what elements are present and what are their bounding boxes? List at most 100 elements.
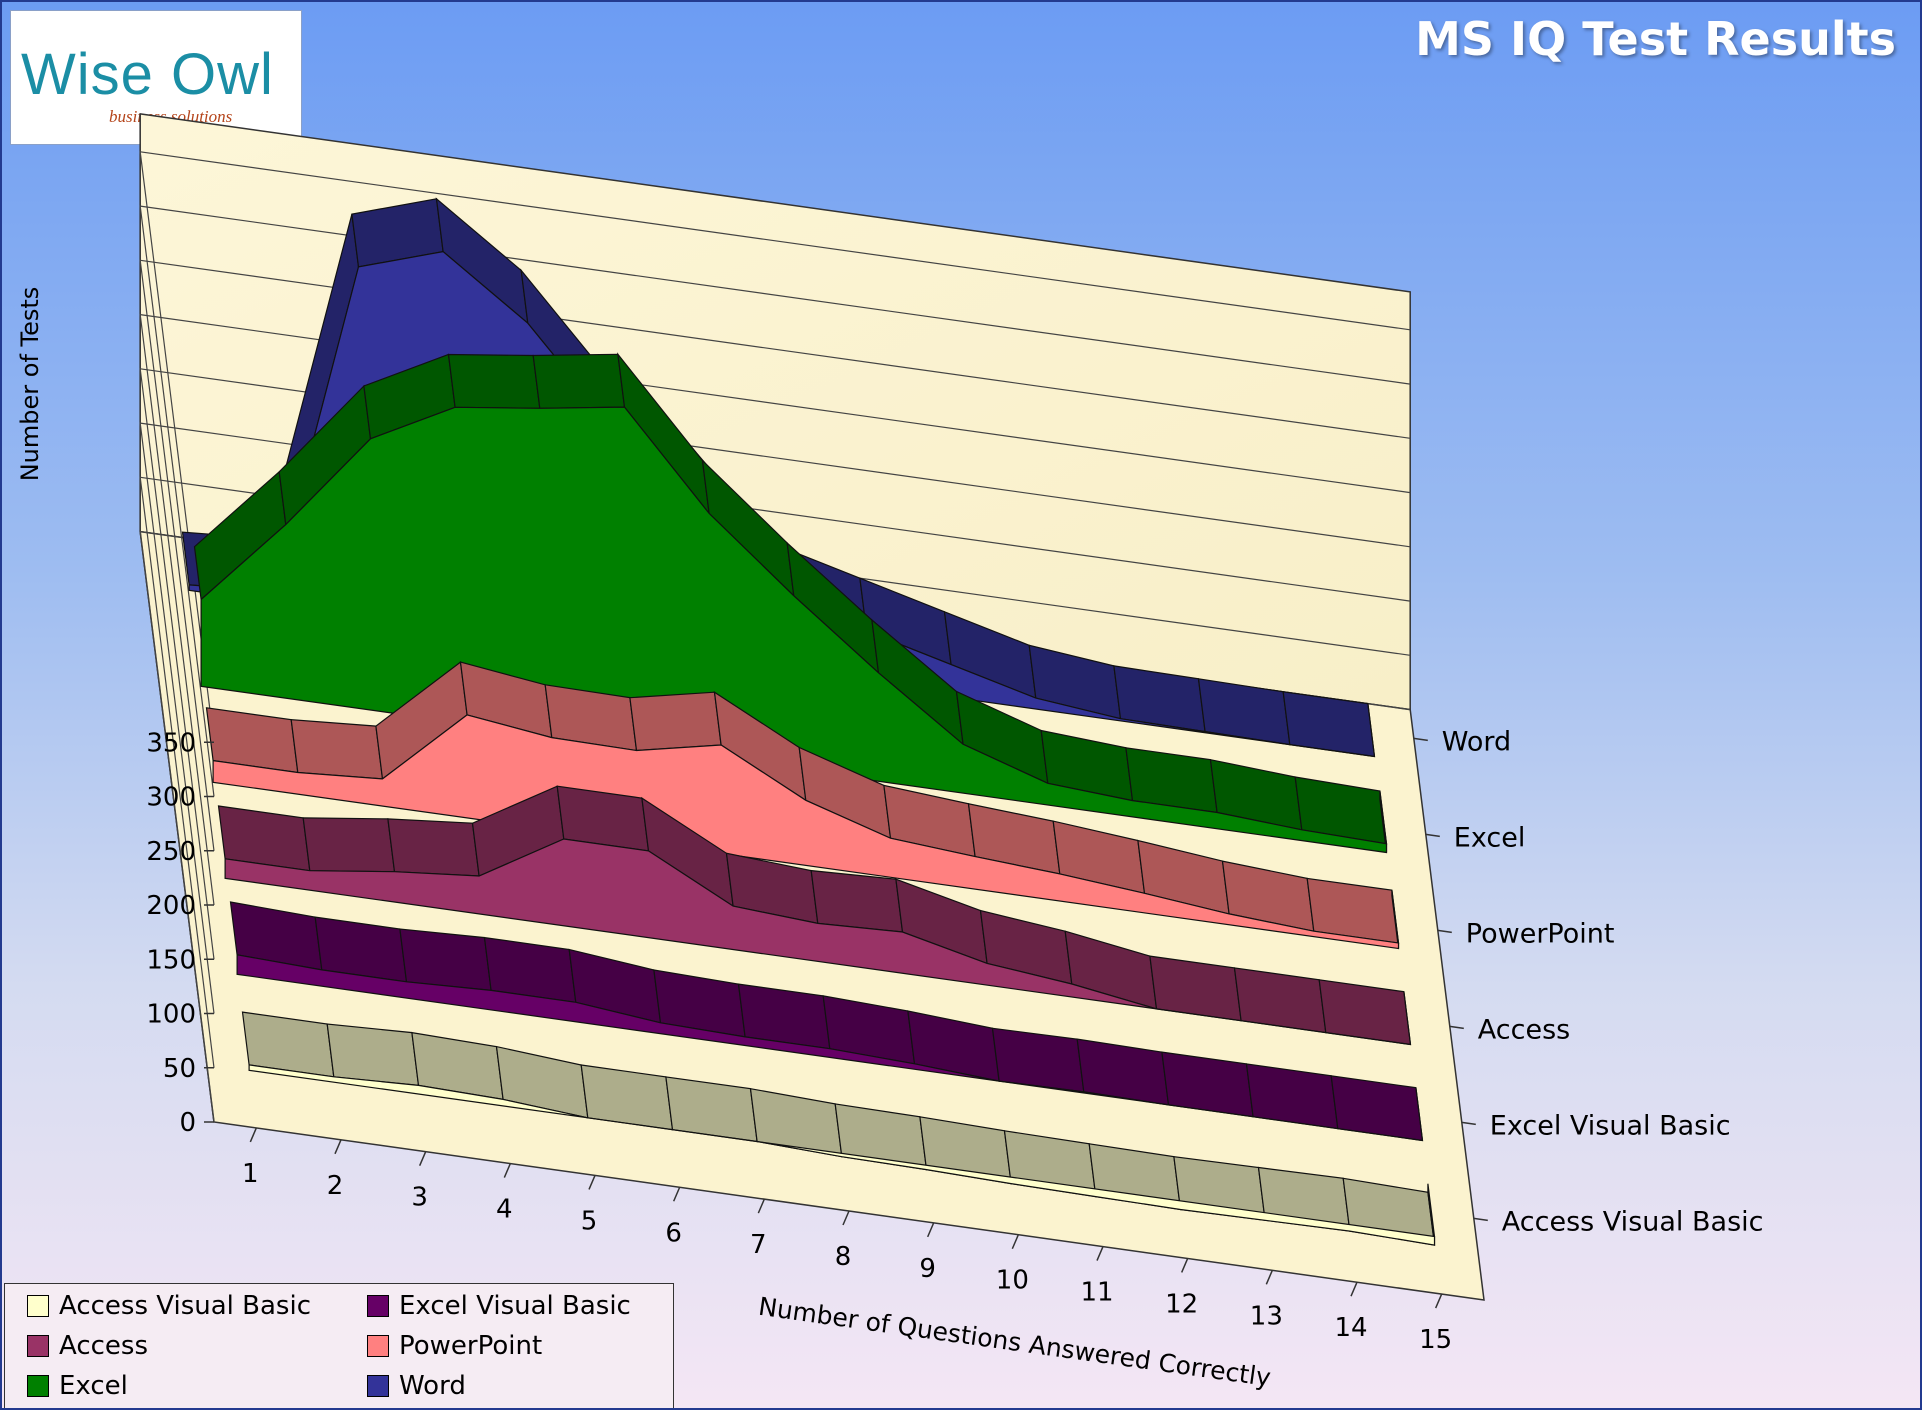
legend-swatch	[367, 1335, 389, 1357]
x-tick-mark	[1096, 1246, 1104, 1261]
x-tick-label: 4	[496, 1195, 513, 1225]
series-layer	[181, 197, 1436, 1246]
series-front-face	[248, 1064, 1436, 1246]
x-tick-label: 8	[835, 1242, 852, 1272]
legend-item: Word	[367, 1366, 466, 1406]
x-tick-label: 11	[1080, 1278, 1113, 1308]
x-tick-label: 15	[1419, 1325, 1452, 1355]
x-tick-label: 10	[996, 1266, 1029, 1296]
series-powerpoint	[205, 660, 1400, 950]
series-top-band	[302, 817, 396, 873]
x-tick-label: 3	[411, 1183, 428, 1213]
x-tick-label: 12	[1165, 1289, 1198, 1319]
gridline	[139, 205, 1411, 797]
logo-wordmark: Wise Owl	[21, 42, 274, 107]
series-top-band	[447, 353, 541, 409]
x-tick-label: 1	[242, 1159, 259, 1189]
series-top-band	[387, 818, 480, 877]
gridline	[139, 313, 1411, 906]
x-tick-label: 7	[750, 1230, 767, 1260]
series-front-face	[212, 714, 1400, 950]
x-tick-mark	[672, 1186, 681, 1202]
legend-item: Excel	[27, 1366, 128, 1406]
series-axis-label: Access	[1478, 1014, 1570, 1045]
series-front-face	[200, 406, 1388, 854]
legend-label: Word	[399, 1371, 466, 1401]
legend-label: Access	[59, 1331, 149, 1361]
x-tick-mark	[334, 1139, 342, 1155]
legend-label: Excel Visual Basic	[399, 1291, 631, 1321]
y-tick-label: 150	[146, 945, 196, 975]
y-axis-title: Number of Tests	[16, 287, 44, 482]
series-axis-label: Excel Visual Basic	[1490, 1110, 1731, 1141]
x-tick-mark	[249, 1127, 258, 1143]
gridline	[139, 422, 1411, 1014]
series-top-band	[629, 691, 722, 752]
legend-swatch	[367, 1295, 389, 1317]
x-tick-mark	[1180, 1258, 1189, 1273]
y-tick-label: 300	[146, 783, 196, 813]
x-tick-mark	[926, 1222, 935, 1238]
series-end-cap	[1415, 1087, 1424, 1141]
legend-item: PowerPoint	[367, 1326, 542, 1366]
series-excel-visual-basic	[229, 901, 1424, 1142]
y-tick-label: 350	[146, 728, 196, 758]
legend-swatch	[27, 1375, 49, 1397]
legend-swatch	[367, 1375, 389, 1397]
series-axis-label: Access Visual Basic	[1502, 1206, 1764, 1237]
x-tick-mark	[757, 1198, 766, 1214]
series-access-visual-basic	[241, 1011, 1436, 1246]
series-front-face	[224, 838, 1411, 1046]
gridline	[139, 259, 1411, 851]
legend-label: Access Visual Basic	[59, 1291, 311, 1321]
legend-item: Access	[27, 1326, 148, 1366]
chart-title: MS IQ Test Results	[1415, 12, 1896, 66]
depth-tick-mark	[1449, 1025, 1464, 1030]
x-tick-mark	[1265, 1270, 1274, 1285]
x-tick-mark	[842, 1210, 850, 1226]
x-tick-mark	[503, 1163, 512, 1178]
depth-tick-mark	[1461, 1121, 1476, 1126]
legend-item: Access Visual Basic	[27, 1286, 311, 1326]
series-top-band	[326, 1023, 420, 1087]
series-end-cap	[1403, 991, 1412, 1045]
x-tick-mark	[418, 1151, 427, 1166]
depth-tick-mark	[1413, 737, 1428, 742]
y-tick-label: 100	[146, 1000, 196, 1030]
series-axis-label: Excel	[1454, 822, 1526, 853]
y-tick-label: 200	[146, 891, 196, 921]
legend-swatch	[27, 1295, 49, 1317]
series-top-band	[810, 869, 904, 933]
series-axis-label: PowerPoint	[1466, 918, 1615, 949]
gridline	[139, 368, 1411, 960]
depth-tick-mark	[1473, 1217, 1488, 1222]
x-tick-label: 6	[665, 1218, 682, 1248]
depth-tick-mark	[1437, 929, 1452, 934]
x-tick-label: 9	[919, 1254, 936, 1284]
series-excel	[193, 352, 1388, 854]
x-tick-label: 5	[581, 1206, 598, 1236]
legend-swatch	[27, 1335, 49, 1357]
legend-label: PowerPoint	[399, 1331, 543, 1361]
legend: Access Visual Basic Excel Visual Basic Acc…	[4, 1283, 674, 1408]
gridline	[139, 476, 1411, 1068]
y-tick-label: 250	[146, 837, 196, 867]
series-top-band	[290, 719, 384, 780]
series-axis-label: Word	[1442, 726, 1511, 757]
legend-label: Excel	[59, 1371, 128, 1401]
y-tick-label: 0	[179, 1108, 196, 1138]
series-top-band	[532, 353, 626, 409]
x-tick-mark	[588, 1175, 596, 1190]
y-tick-label: 50	[163, 1054, 196, 1084]
depth-tick-mark	[1425, 833, 1440, 838]
series-top-band	[399, 928, 492, 992]
series-access	[217, 785, 1412, 1046]
x-tick-mark	[1350, 1281, 1358, 1297]
legend-item: Excel Visual Basic	[367, 1286, 631, 1326]
x-tick-label: 14	[1334, 1313, 1367, 1343]
x-tick-mark	[1434, 1293, 1443, 1309]
series-front-face	[236, 954, 1423, 1142]
series-end-cap	[1367, 703, 1376, 757]
